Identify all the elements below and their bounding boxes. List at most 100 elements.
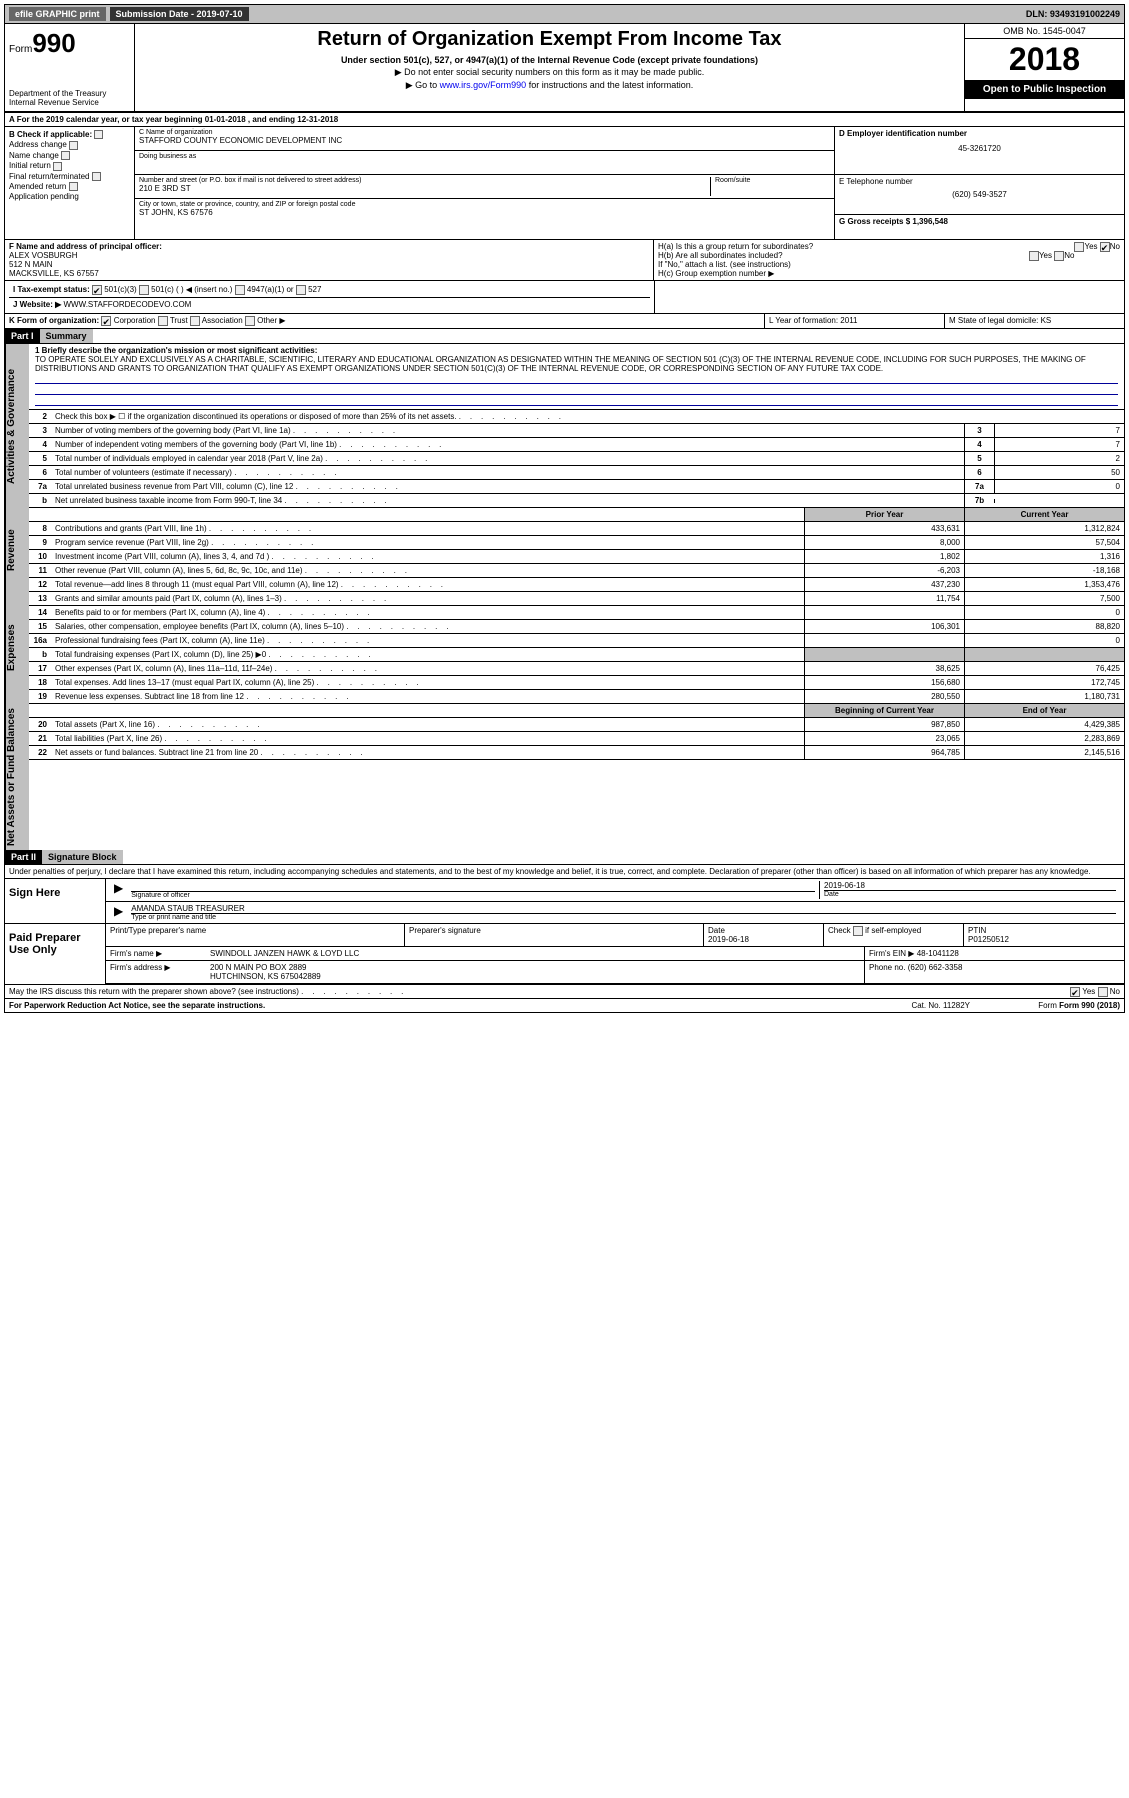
paperwork-notice: For Paperwork Reduction Act Notice, see …: [9, 1001, 265, 1010]
perjury-text: Under penalties of perjury, I declare th…: [5, 865, 1124, 879]
row-j: J Website: ▶ WWW.STAFFORDECODEVO.COM: [9, 298, 650, 311]
fin-row: 12Total revenue—add lines 8 through 11 (…: [29, 578, 1124, 592]
h-b-note: If "No," attach a list. (see instruction…: [658, 260, 1120, 269]
chk-trust[interactable]: [158, 316, 168, 326]
officer-addr2: MACKSVILLE, KS 67557: [9, 269, 649, 278]
state-domicile: M State of legal domicile: KS: [944, 314, 1124, 328]
h-c: H(c) Group exemption number ▶: [658, 269, 1120, 278]
col-end: End of Year: [964, 704, 1124, 717]
sig-date: 2019-06-18: [824, 881, 1116, 890]
chk-name-change[interactable]: Name change: [9, 151, 130, 160]
row-a-tax-year: A For the 2019 calendar year, or tax yea…: [5, 113, 1124, 127]
firm-name-label: Firm's name ▶: [106, 947, 206, 960]
room-label: Room/suite: [715, 177, 830, 184]
subtitle-1: Under section 501(c), 527, or 4947(a)(1)…: [139, 55, 960, 65]
fin-row: 11Other revenue (Part VIII, column (A), …: [29, 564, 1124, 578]
arrow-icon: ▶: [110, 904, 127, 921]
chk-assoc[interactable]: [190, 316, 200, 326]
chk-501c[interactable]: [139, 285, 149, 295]
h-ptin: PTINP01250512: [964, 924, 1124, 947]
fin-row: 17Other expenses (Part IX, column (A), l…: [29, 662, 1124, 676]
vtab-governance: Activities & Governance: [5, 344, 29, 508]
efile-button[interactable]: efile GRAPHIC print: [9, 7, 106, 21]
type-name-label: Type or print name and title: [131, 913, 1116, 921]
box-b-label: B Check if applicable:: [9, 130, 130, 139]
chk-amended[interactable]: Amended return: [9, 182, 130, 191]
firm-address: 200 N MAIN PO BOX 2889HUTCHINSON, KS 675…: [206, 961, 864, 983]
ha-yes[interactable]: [1074, 242, 1084, 252]
h-a: H(a) Is this a group return for subordin…: [658, 242, 1120, 251]
h-self-emp: Check if self-employed: [824, 924, 964, 947]
mission-block: 1 Briefly describe the organization's mi…: [29, 344, 1124, 410]
mission-text: TO OPERATE SOLELY AND EXCLUSIVELY AS A C…: [35, 355, 1118, 373]
chk-address-change[interactable]: Address change: [9, 140, 130, 149]
firm-addr-label: Firm's address ▶: [106, 961, 206, 983]
fin-row: 8Contributions and grants (Part VIII, li…: [29, 522, 1124, 536]
org-name-cell: C Name of organization STAFFORD COUNTY E…: [135, 127, 834, 151]
hb-no[interactable]: [1054, 251, 1064, 261]
paid-preparer-label: Paid Preparer Use Only: [5, 924, 105, 984]
summary-governance: Activities & Governance 1 Briefly descri…: [5, 344, 1124, 508]
fin-row: 16aProfessional fundraising fees (Part I…: [29, 634, 1124, 648]
paid-preparer-grid: Print/Type preparer's name Preparer's si…: [106, 924, 1124, 947]
chk-4947[interactable]: [235, 285, 245, 295]
hb-yes[interactable]: [1029, 251, 1039, 261]
open-inspection: Open to Public Inspection: [965, 80, 1124, 99]
fin-row: 19Revenue less expenses. Subtract line 1…: [29, 690, 1124, 704]
part-1-header: Part ISummary: [5, 329, 1124, 344]
gov-row: bNet unrelated business taxable income f…: [29, 494, 1124, 508]
ha-no[interactable]: [1100, 242, 1110, 252]
fin-header: Prior Year Current Year: [29, 508, 1124, 522]
gov-row: 7aTotal unrelated business revenue from …: [29, 480, 1124, 494]
summary-revenue: Revenue Prior Year Current Year 8Contrib…: [5, 508, 1124, 592]
sig-officer-label: Signature of officer: [131, 891, 815, 899]
h-prep-date: Date2019-06-18: [704, 924, 824, 947]
website: WWW.STAFFORDECODEVO.COM: [63, 300, 191, 309]
fin-row: 13Grants and similar amounts paid (Part …: [29, 592, 1124, 606]
irs-link[interactable]: www.irs.gov/Form990: [440, 80, 527, 90]
irs-label: Internal Revenue Service: [9, 98, 130, 107]
year-formation: L Year of formation: 2011: [764, 314, 944, 328]
chk-final-return[interactable]: Final return/terminated: [9, 172, 130, 181]
fin-row: 9Program service revenue (Part VIII, lin…: [29, 536, 1124, 550]
submission-date: Submission Date - 2019-07-10: [110, 7, 249, 21]
footer: For Paperwork Reduction Act Notice, see …: [5, 999, 1124, 1012]
sign-here-label: Sign Here: [5, 879, 105, 923]
chk-other[interactable]: [245, 316, 255, 326]
row-i-j: I Tax-exempt status: 501(c)(3) 501(c) ( …: [5, 281, 1124, 314]
chk-initial-return[interactable]: Initial return: [9, 161, 130, 170]
fin-row: bTotal fundraising expenses (Part IX, co…: [29, 648, 1124, 662]
cat-no: Cat. No. 11282Y: [265, 1001, 970, 1010]
gov-row: 4Number of independent voting members of…: [29, 438, 1124, 452]
chk-pending[interactable]: Application pending: [9, 192, 130, 201]
phone-cell: E Telephone number (620) 549-3527: [835, 175, 1124, 215]
tax-year: 2018: [965, 39, 1124, 80]
summary-net: Net Assets or Fund Balances Beginning of…: [5, 704, 1124, 850]
gov-row: 6Total number of volunteers (estimate if…: [29, 466, 1124, 480]
discuss-yes[interactable]: [1070, 987, 1080, 997]
box-f-label: F Name and address of principal officer:: [9, 242, 162, 251]
city-state-zip: ST JOHN, KS 67576: [139, 208, 830, 217]
gross-receipts: G Gross receipts $ 1,396,548: [835, 215, 1124, 239]
officer-name: ALEX VOSBURGH: [9, 251, 649, 260]
form-number: Form990: [9, 28, 130, 59]
col-prior: Prior Year: [804, 508, 964, 521]
firm-phone: Phone no. (620) 662-3358: [864, 961, 1124, 983]
dln: DLN: 93493191002249: [1026, 9, 1120, 19]
col-current: Current Year: [964, 508, 1124, 521]
chk-corp[interactable]: [101, 316, 111, 326]
firm-name: SWINDOLL JANZEN HAWK & LOYD LLC: [206, 947, 864, 960]
top-bar: efile GRAPHIC print Submission Date - 20…: [5, 5, 1124, 24]
vtab-expenses: Expenses: [5, 592, 29, 704]
discuss-no[interactable]: [1098, 987, 1108, 997]
chk-501c3[interactable]: [92, 285, 102, 295]
chk-527[interactable]: [296, 285, 306, 295]
row-f-h: F Name and address of principal officer:…: [5, 240, 1124, 281]
chk-self-emp[interactable]: [853, 926, 863, 936]
phone: (620) 549-3527: [839, 190, 1120, 199]
ein: 45-3261720: [839, 144, 1120, 153]
fin-row: 18Total expenses. Add lines 13–17 (must …: [29, 676, 1124, 690]
fin-row: 22Net assets or fund balances. Subtract …: [29, 746, 1124, 760]
h-prep-name: Print/Type preparer's name: [106, 924, 405, 947]
officer-addr1: 512 N MAIN: [9, 260, 649, 269]
